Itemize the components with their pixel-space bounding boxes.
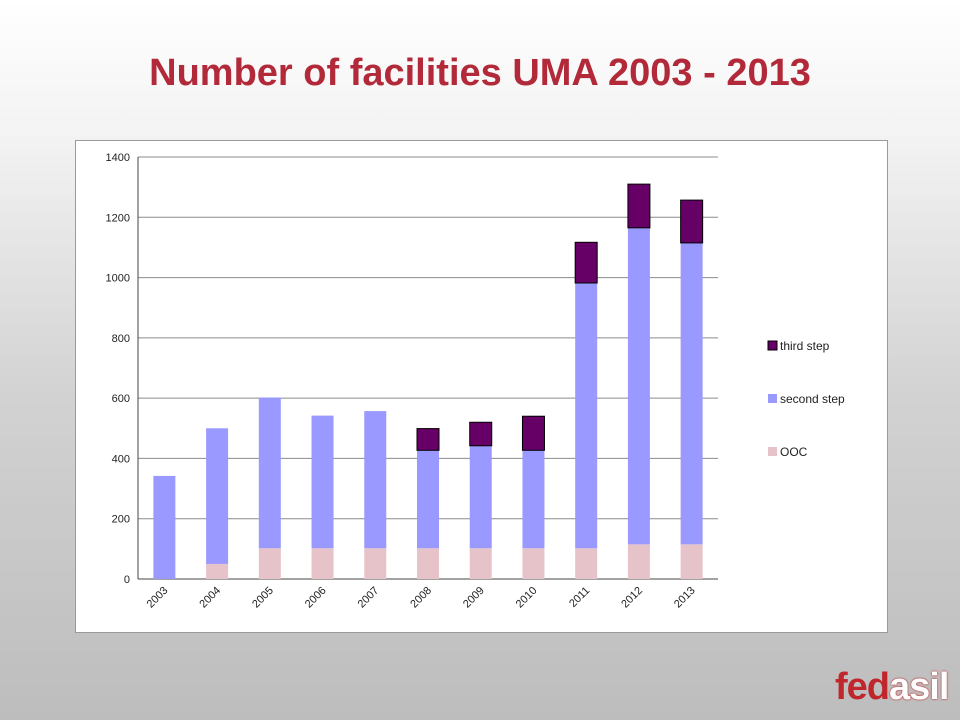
bar-ooc-2010 [522,548,545,579]
legend-swatch-second-step [768,394,777,403]
bar-second-step-2012 [627,227,650,545]
legend-label-second-step: second step [780,392,845,406]
x-tick-label-2009: 2009 [461,585,487,611]
bar-second-step-2009 [469,445,492,549]
bar-second-step-2005 [258,397,281,549]
bar-ooc-2013 [680,544,703,579]
x-tick-label-2013: 2013 [672,585,698,611]
bar-second-step-2010 [522,450,545,549]
bar-second-step-2006 [311,415,334,549]
bar-ooc-2006 [311,548,334,579]
x-tick-label-2012: 2012 [619,585,645,611]
bar-ooc-2004 [206,563,229,579]
bar-second-step-2003 [153,475,176,579]
bar-second-step-2004 [206,428,229,564]
fedasil-logo: fedasil [835,666,949,708]
y-tick-label-600: 600 [112,393,130,405]
x-tick-label-2003: 2003 [145,585,171,611]
bar-ooc-2012 [627,544,650,579]
x-tick-label-2007: 2007 [356,585,382,611]
bar-third-step-2012 [627,183,651,229]
x-tick-label-2006: 2006 [303,585,329,611]
bar-second-step-2007 [364,411,387,549]
bar-second-step-2013 [680,242,703,545]
x-tick-label-2005: 2005 [250,585,276,611]
x-tick-label-2004: 2004 [197,585,223,611]
y-tick-label-0: 0 [124,574,130,586]
bar-ooc-2005 [258,548,281,579]
logo-text-fed: fed [835,666,890,708]
legend-swatch-ooc [768,447,777,456]
legend-swatch-third-step [767,340,778,351]
bar-second-step-2011 [575,282,598,549]
bar-third-step-2010 [521,415,545,451]
x-tick-label-2011: 2011 [567,585,592,610]
y-tick-label-1200: 1200 [106,212,130,224]
y-tick-label-800: 800 [112,333,130,345]
logo-text-asil: asil [889,666,949,708]
chart-area: 0 200 400 600 800 1000 1200 1400 2003 2004 2005 200… [75,140,888,633]
bar-second-step-2008 [417,450,439,549]
bar-third-step-2011 [574,241,598,284]
y-tick-label-200: 200 [112,514,130,526]
y-tick-label-1400: 1400 [106,152,130,164]
bar-ooc-2009 [469,548,492,579]
x-tick-label-2010: 2010 [514,585,540,611]
legend-label-ooc: OOC [780,445,808,459]
x-tick-label-2008: 2008 [408,585,434,611]
bar-ooc-2007 [364,548,387,579]
bar-ooc-2011 [575,548,598,579]
bar-third-step-2009 [469,421,493,447]
y-tick-label-1000: 1000 [106,273,130,285]
bar-third-step-2008 [416,428,440,451]
bar-third-step-2013 [680,199,704,244]
bar-ooc-2008 [417,548,439,579]
slide-title: Number of facilities UMA 2003 - 2013 [149,52,811,94]
legend-label-third-step: third step [780,339,830,353]
stacked-bar-chart: 0 200 400 600 800 1000 1200 1400 2003 2004 2005 200… [106,152,846,611]
y-tick-label-400: 400 [112,453,130,465]
